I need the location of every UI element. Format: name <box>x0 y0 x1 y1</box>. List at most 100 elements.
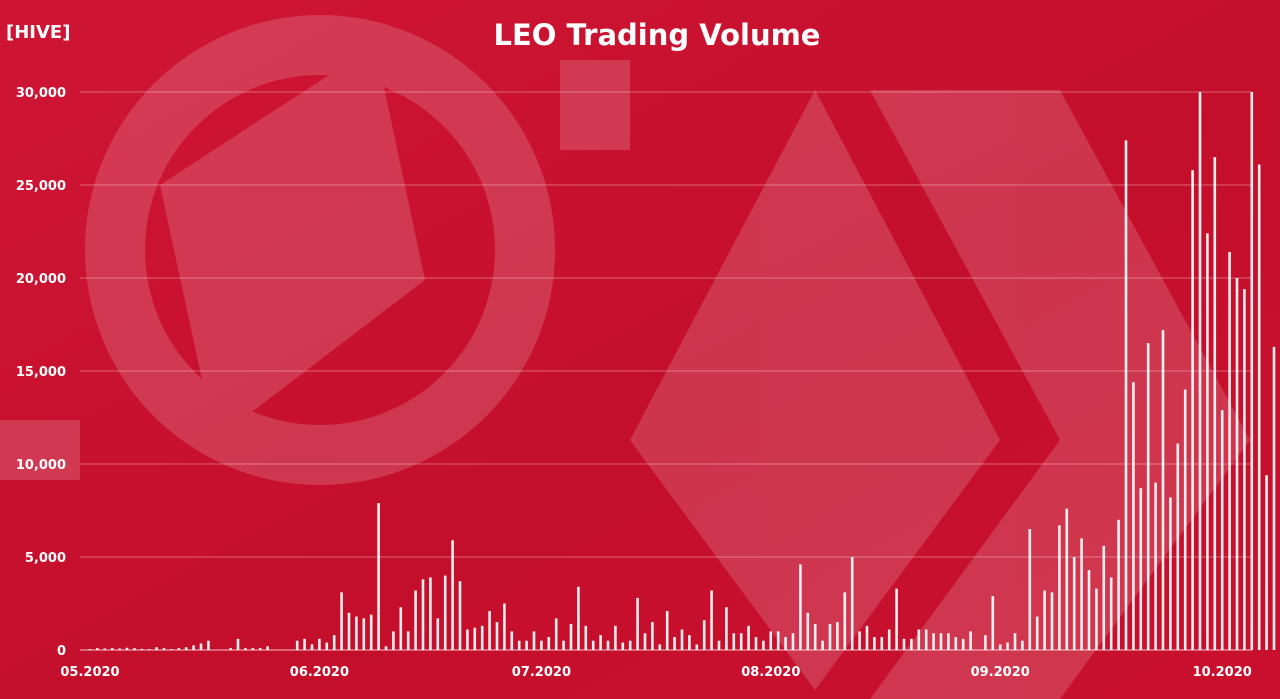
bar <box>725 607 728 650</box>
bar <box>747 625 750 650</box>
bar <box>1265 475 1268 650</box>
bar <box>939 633 943 650</box>
bar <box>917 629 921 650</box>
bar <box>258 648 262 650</box>
bar <box>850 557 854 650</box>
bars <box>88 92 1276 651</box>
bar <box>1035 616 1039 650</box>
bar <box>688 635 691 650</box>
bar <box>1095 588 1098 650</box>
bar <box>436 618 440 650</box>
bar <box>503 603 506 650</box>
bar <box>984 635 987 650</box>
bar <box>865 625 869 650</box>
bar <box>961 638 965 650</box>
bar <box>998 644 1002 650</box>
bar <box>517 640 521 650</box>
bar <box>384 646 388 650</box>
bar <box>1043 590 1046 650</box>
bar <box>924 629 928 650</box>
bar <box>443 575 447 650</box>
bar <box>732 633 736 650</box>
bar <box>754 636 758 650</box>
bar <box>488 610 491 650</box>
bar <box>162 648 166 650</box>
bar <box>887 629 891 650</box>
bar <box>266 646 269 650</box>
bar <box>569 623 573 650</box>
y-tick-label: 30,000 <box>16 86 66 101</box>
bar <box>170 649 173 650</box>
bar <box>96 648 99 650</box>
bar <box>784 636 787 650</box>
bar <box>1087 570 1091 650</box>
bar <box>1198 92 1202 650</box>
bar <box>451 540 454 650</box>
bar <box>525 640 528 650</box>
bar <box>643 633 647 650</box>
y-tick-label: 0 <box>57 644 66 659</box>
bar <box>421 579 425 650</box>
x-tick-label: 05.2020 <box>60 665 119 680</box>
bar <box>1176 443 1180 650</box>
bar <box>710 590 713 650</box>
bar <box>155 647 158 650</box>
bar <box>406 631 410 650</box>
bar <box>251 648 255 650</box>
bar <box>332 635 336 650</box>
bar <box>1109 577 1113 650</box>
bar <box>184 647 188 650</box>
bar <box>495 622 499 650</box>
bar <box>673 636 676 650</box>
bar <box>1021 640 1024 650</box>
bar <box>1161 330 1165 650</box>
bar <box>658 644 662 650</box>
bar <box>133 648 136 650</box>
x-axis: 05.2020 06.2020 07.2020 08.2020 09.2020 10.20… <box>60 665 1251 680</box>
bar <box>362 618 366 650</box>
bar <box>1146 343 1150 650</box>
bar <box>1250 92 1254 650</box>
bar <box>399 607 403 650</box>
bar <box>1058 525 1061 650</box>
bar <box>140 648 144 650</box>
bar <box>1154 482 1157 650</box>
bar <box>621 642 625 650</box>
bar <box>199 643 203 650</box>
bar <box>1006 642 1009 650</box>
bar <box>325 642 329 650</box>
bar <box>880 636 884 650</box>
bar <box>347 612 351 650</box>
bar <box>110 648 114 650</box>
bar <box>1028 529 1032 650</box>
bar <box>1235 278 1239 650</box>
y-tick-label: 5,000 <box>25 551 66 566</box>
bar <box>1139 488 1143 650</box>
bar <box>532 631 536 650</box>
bar <box>103 648 107 650</box>
bar <box>1102 545 1106 650</box>
bar <box>318 638 321 650</box>
y-tick-label: 15,000 <box>16 365 66 380</box>
bar <box>118 648 121 650</box>
bar <box>1206 233 1209 651</box>
bar <box>192 645 195 650</box>
bar <box>821 640 824 650</box>
chart-title: LEO Trading Volume <box>494 18 821 52</box>
bar <box>303 638 306 650</box>
bar <box>599 635 602 650</box>
x-tick-label: 09.2020 <box>971 665 1030 680</box>
y-axis: 0 5,000 10,000 15,000 20,000 25,000 30,000 <box>16 86 66 659</box>
bar <box>873 636 876 650</box>
bar <box>836 622 839 650</box>
bar <box>1183 389 1187 650</box>
bar <box>969 631 972 650</box>
bar <box>369 614 373 650</box>
bar <box>1050 592 1054 650</box>
bar <box>510 631 514 650</box>
bar <box>1272 346 1276 650</box>
bar <box>680 629 684 650</box>
bar <box>392 631 395 650</box>
y-tick-label: 25,000 <box>16 179 66 194</box>
bar <box>606 640 610 650</box>
